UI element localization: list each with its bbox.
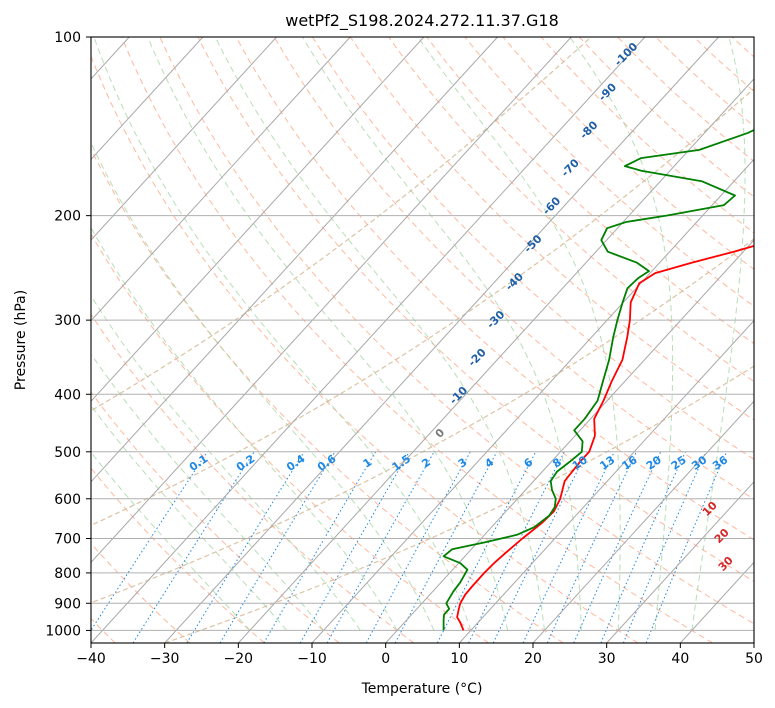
isotherm bbox=[91, 37, 498, 483]
mixing-ratio-line bbox=[600, 451, 686, 643]
isotherm bbox=[91, 37, 646, 643]
dry-adiabat bbox=[159, 37, 754, 625]
dry-adiabat-label: 40 bbox=[752, 579, 772, 599]
isotherms bbox=[91, 37, 754, 643]
mixing-ratio-line bbox=[186, 451, 305, 643]
isotherm bbox=[311, 158, 754, 643]
dry-adiabats bbox=[91, 37, 754, 643]
y-tick-label: 700 bbox=[54, 532, 81, 548]
moist-adiabat bbox=[214, 37, 545, 631]
dry-adiabat bbox=[121, 37, 713, 643]
y-tick-label: 100 bbox=[54, 30, 81, 46]
moist-adiabat bbox=[91, 404, 288, 631]
y-tick-label: 300 bbox=[54, 313, 81, 329]
dry-adiabat bbox=[91, 232, 489, 643]
x-tick-label: 0 bbox=[381, 651, 390, 667]
isotherm bbox=[91, 37, 425, 402]
x-axis-label: Temperature (°C) bbox=[361, 681, 483, 697]
dry-adiabat bbox=[91, 147, 564, 643]
dry-adiabat bbox=[197, 37, 754, 582]
isotherm bbox=[91, 37, 204, 161]
mixing-ratio-line bbox=[622, 451, 707, 643]
dewpoint-profile bbox=[442, 129, 754, 631]
isotherm bbox=[91, 37, 351, 322]
x-tick-label: 10 bbox=[450, 651, 468, 667]
x-tick-label: −10 bbox=[297, 651, 327, 667]
humidity-curve bbox=[91, 238, 754, 604]
x-tick-label: −30 bbox=[150, 651, 180, 667]
isotherm bbox=[532, 400, 754, 643]
mixing-ratio-line bbox=[394, 451, 498, 643]
moist-adiabat bbox=[147, 37, 509, 631]
y-tick-label: 500 bbox=[54, 445, 81, 461]
dry-adiabat bbox=[91, 542, 191, 643]
mixing-ratio-line bbox=[365, 451, 471, 643]
moist-adiabat bbox=[569, 37, 674, 631]
isotherm bbox=[237, 78, 754, 643]
plot-frame bbox=[90, 36, 755, 644]
humidity-curve bbox=[91, 87, 754, 527]
mixing-ratio-line bbox=[492, 451, 588, 643]
y-tick-label: 800 bbox=[54, 566, 81, 582]
dry-adiabat bbox=[311, 37, 754, 460]
isotherm bbox=[606, 481, 754, 643]
isotherm bbox=[91, 37, 277, 241]
isotherm bbox=[91, 37, 572, 564]
mixing-ratio-line bbox=[219, 451, 336, 643]
y-axis-label: Pressure (hPa) bbox=[13, 290, 29, 390]
dry-adiabat bbox=[91, 467, 265, 643]
dry-adiabat bbox=[388, 37, 754, 383]
humidity-curves bbox=[91, 37, 754, 643]
moist-adiabat bbox=[91, 141, 435, 631]
moist-adiabats bbox=[91, 37, 746, 631]
temperature-profile bbox=[456, 245, 754, 631]
mixing-ratio-lines bbox=[91, 451, 728, 643]
mixing-ratio-line bbox=[132, 451, 255, 643]
chart-title: wetPf2_S198.2024.272.11.37.G18 bbox=[285, 11, 559, 31]
mixing-ratio-line bbox=[326, 451, 435, 643]
x-tick-label: 40 bbox=[671, 651, 689, 667]
y-tick-label: 1000 bbox=[45, 623, 81, 639]
isotherm bbox=[458, 319, 754, 643]
moist-adiabat bbox=[91, 353, 324, 631]
humidity-curve bbox=[91, 37, 592, 412]
isotherm bbox=[385, 239, 754, 643]
pressure-gridlines bbox=[91, 37, 754, 631]
isotherm bbox=[164, 37, 719, 643]
moist-adiabat bbox=[91, 295, 361, 631]
x-tick-label: −20 bbox=[224, 651, 254, 667]
mixing-ratio-line bbox=[91, 451, 208, 632]
mixing-ratio-line bbox=[468, 451, 565, 643]
y-tick-label: 900 bbox=[54, 596, 81, 612]
moist-adiabat bbox=[417, 37, 621, 631]
dry-adiabat bbox=[91, 55, 639, 643]
moist-adiabat bbox=[691, 37, 746, 631]
x-tick-label: −40 bbox=[76, 651, 106, 667]
x-tick-label: 50 bbox=[745, 651, 763, 667]
sounding-profiles bbox=[442, 129, 754, 631]
y-tick-label: 400 bbox=[54, 387, 81, 403]
moist-adiabat bbox=[302, 37, 582, 631]
humidity-curve bbox=[164, 365, 754, 643]
x-tick-label: 30 bbox=[598, 651, 616, 667]
dry-adiabat bbox=[350, 37, 754, 421]
dry-adiabat bbox=[273, 37, 754, 500]
axes: −40 −30 −20 −10 0 10 20 30 40 50 100 200 300 400 500 60… bbox=[45, 30, 763, 667]
dry-adiabat bbox=[235, 37, 754, 541]
y-tick-label: 200 bbox=[54, 209, 81, 225]
x-tick-label: 20 bbox=[524, 651, 542, 667]
moist-adiabat bbox=[91, 226, 398, 631]
y-tick-label: 600 bbox=[54, 492, 81, 508]
